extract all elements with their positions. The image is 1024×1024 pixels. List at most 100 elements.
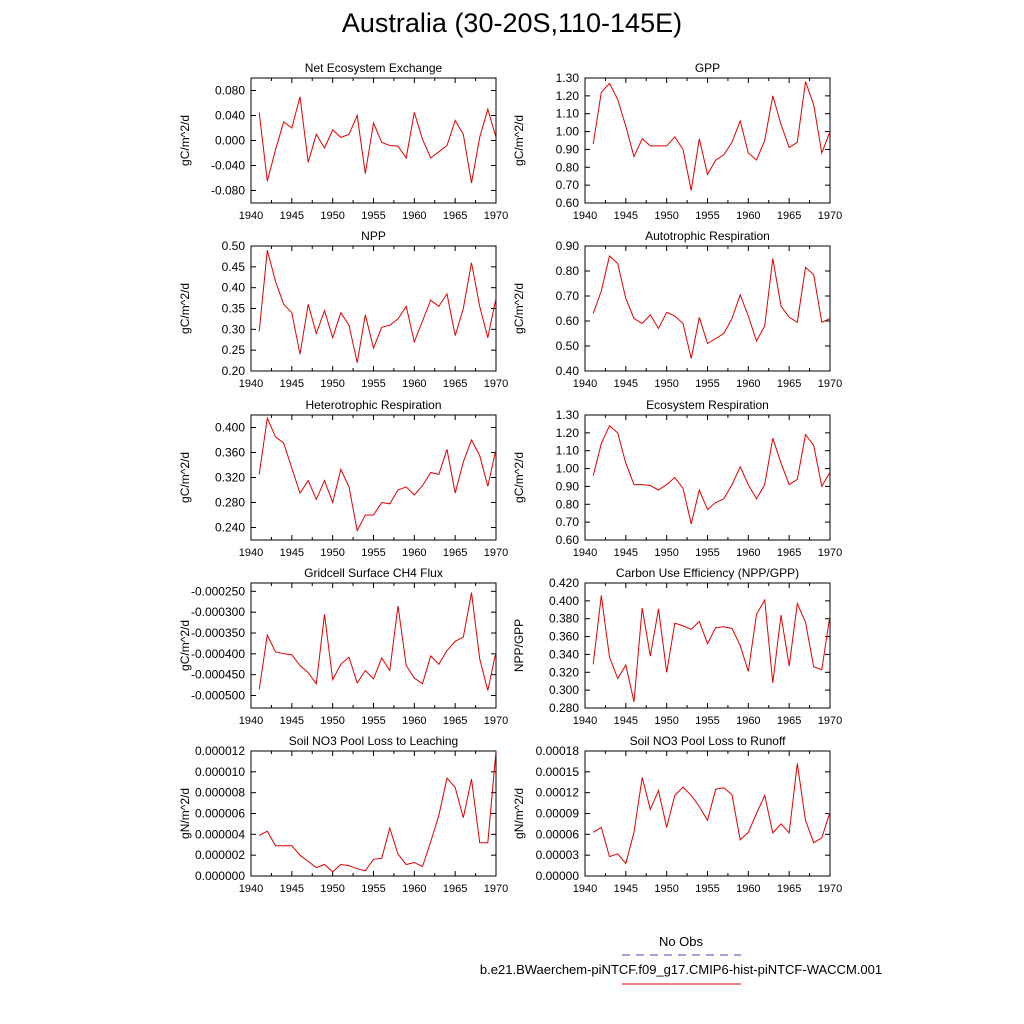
panel-3: Autotrophic Respiration gC/m^2/d 1940 1945 1… [512, 229, 842, 390]
y-tick-label: 0.360 [215, 446, 245, 460]
y-axis-label: gC/m^2/d [178, 620, 192, 671]
y-tick-label: 0.280 [549, 701, 579, 715]
y-tick-label: 0.00000 [536, 869, 580, 883]
panel-title: Ecosystem Respiration [646, 398, 769, 412]
x-tick-label: 1945 [280, 210, 304, 222]
x-tick-label: 1965 [443, 210, 467, 222]
x-tick-label: 1960 [736, 547, 760, 559]
panel-7: Carbon Use Efficiency (NPP/GPP) NPP/GPP 19… [512, 566, 842, 727]
panel-title: Carbon Use Efficiency (NPP/GPP) [616, 566, 799, 580]
y-axis-label: gC/m^2/d [512, 115, 526, 166]
y-tick-label: 0.360 [549, 630, 579, 644]
y-tick-label: 0.000004 [195, 827, 245, 841]
x-tick-label: 1965 [777, 715, 801, 727]
series-line [592, 81, 831, 191]
x-tick-label: 1970 [484, 210, 508, 222]
y-axis-label: gC/m^2/d [512, 452, 526, 503]
x-tick-label: 1965 [777, 210, 801, 222]
x-tick-label: 1940 [573, 883, 597, 895]
panel-title: Net Ecosystem Exchange [305, 61, 443, 75]
y-tick-label: -0.000350 [191, 626, 245, 640]
panel-9: Soil NO3 Pool Loss to Runoff gN/m^2/d 1940… [512, 734, 842, 895]
y-tick-label: 0.00012 [536, 786, 580, 800]
series-line [592, 424, 831, 525]
x-tick-label: 1960 [736, 378, 760, 390]
x-tick-label: 1950 [654, 883, 678, 895]
series-line [592, 763, 831, 865]
panel-title: Gridcell Surface CH4 Flux [304, 566, 443, 580]
series-line [258, 96, 497, 184]
y-tick-label: 0.400 [549, 594, 579, 608]
y-tick-label: 0.400 [215, 421, 245, 435]
y-tick-label: 1.20 [556, 426, 580, 440]
y-tick-label: 1.30 [556, 408, 580, 422]
y-tick-label: 0.60 [556, 533, 580, 547]
y-tick-label: 0.420 [549, 576, 579, 590]
y-tick-label: 0.25 [222, 343, 246, 357]
x-tick-label: 1945 [614, 547, 638, 559]
x-tick-label: 1955 [695, 378, 719, 390]
y-tick-label: -0.000450 [191, 668, 245, 682]
panel-0: Net Ecosystem Exchange gC/m^2/d 1940 1945 19… [178, 61, 508, 222]
x-tick-label: 1970 [818, 547, 842, 559]
x-tick-label: 1950 [654, 210, 678, 222]
panel-2: NPP gC/m^2/d 1940 1945 1950 1955 1960 1965 1970 0… [178, 229, 508, 390]
y-tick-label: 0.240 [215, 521, 245, 535]
y-tick-label: 1.30 [556, 71, 580, 85]
x-tick-label: 1970 [484, 715, 508, 727]
panel-title: Soil NO3 Pool Loss to Runoff [630, 734, 787, 748]
y-tick-label: 0.35 [222, 302, 246, 316]
y-tick-label: 0.280 [215, 496, 245, 510]
x-tick-label: 1945 [614, 210, 638, 222]
plot-frame [250, 582, 497, 709]
y-tick-label: 1.00 [556, 125, 580, 139]
x-tick-label: 1955 [695, 883, 719, 895]
x-tick-label: 1955 [695, 547, 719, 559]
y-tick-label: 1.20 [556, 89, 580, 103]
x-tick-label: 1950 [320, 378, 344, 390]
y-tick-label: 0.80 [556, 160, 580, 174]
y-tick-label: 0.45 [222, 260, 246, 274]
plot-frame [584, 414, 831, 541]
y-tick-label: 0.60 [556, 196, 580, 210]
series-line [258, 416, 497, 533]
x-tick-label: 1945 [280, 715, 304, 727]
y-tick-label: 0.40 [222, 281, 246, 295]
x-tick-label: 1965 [443, 883, 467, 895]
y-tick-label: 1.10 [556, 107, 580, 121]
y-tick-label: 0.380 [549, 612, 579, 626]
x-tick-label: 1950 [320, 210, 344, 222]
y-tick-label: 0.50 [556, 339, 580, 353]
x-tick-label: 1940 [239, 883, 263, 895]
y-tick-label: 0.70 [556, 515, 580, 529]
x-tick-label: 1940 [239, 210, 263, 222]
plot-frame [584, 750, 831, 877]
panel-8: Soil NO3 Pool Loss to Leaching gN/m^2/d 19… [178, 734, 508, 895]
y-tick-label: 0.60 [556, 314, 580, 328]
y-tick-label: 0.90 [556, 142, 580, 156]
y-tick-label: -0.000250 [191, 584, 245, 598]
x-tick-label: 1955 [361, 210, 385, 222]
x-tick-label: 1950 [654, 547, 678, 559]
x-tick-label: 1950 [654, 378, 678, 390]
x-tick-label: 1955 [695, 715, 719, 727]
x-tick-label: 1960 [736, 715, 760, 727]
series-line [258, 750, 497, 873]
y-tick-label: 0.00003 [536, 848, 580, 862]
x-tick-label: 1960 [402, 547, 426, 559]
y-tick-label: 0.040 [215, 109, 245, 123]
x-tick-label: 1940 [573, 378, 597, 390]
x-tick-label: 1960 [736, 883, 760, 895]
y-tick-label: -0.040 [211, 159, 245, 173]
y-tick-label: 0.90 [556, 479, 580, 493]
x-tick-label: 1960 [736, 210, 760, 222]
series-line [258, 592, 497, 691]
panel-title: Autotrophic Respiration [645, 229, 770, 243]
x-tick-label: 1950 [320, 715, 344, 727]
x-tick-label: 1945 [280, 547, 304, 559]
y-tick-label: 1.10 [556, 444, 580, 458]
panel-6: Gridcell Surface CH4 Flux gC/m^2/d 1940 194… [178, 566, 508, 727]
panel-title: Soil NO3 Pool Loss to Leaching [289, 734, 458, 748]
y-tick-label: 0.80 [556, 264, 580, 278]
